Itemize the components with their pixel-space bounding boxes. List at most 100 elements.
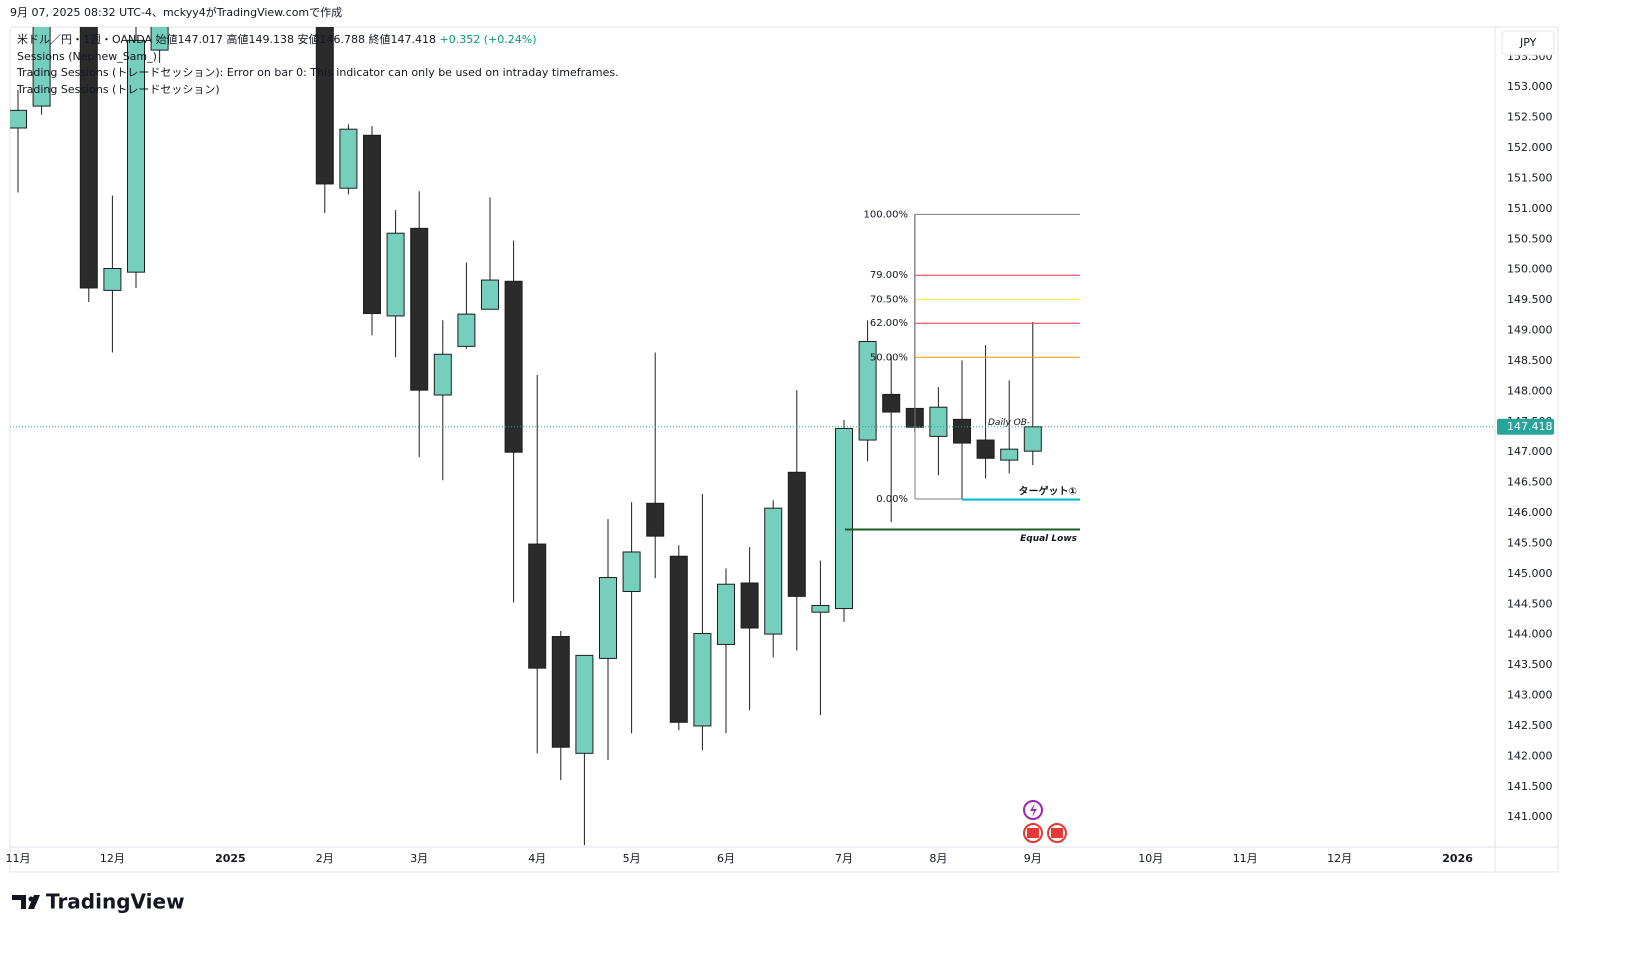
y-tick-label: 142.000	[1507, 749, 1553, 762]
y-tick-label: 141.000	[1507, 810, 1553, 823]
y-tick-label: 148.000	[1507, 384, 1553, 397]
y-tick-label: 149.500	[1507, 293, 1553, 306]
candle-body	[386, 232, 405, 317]
candle-body	[127, 39, 145, 273]
y-tick-label: 145.000	[1507, 567, 1553, 580]
legend: 米ドル／円・1週・OANDA 始値147.017 高値149.138 安値146…	[17, 32, 536, 46]
candle-body	[1000, 448, 1019, 461]
candle-body	[10, 109, 27, 129]
y-tick-label: 142.500	[1507, 719, 1553, 732]
y-tick-label: 147.000	[1507, 445, 1553, 458]
close-label: 終値	[369, 32, 391, 46]
change: +0.352 (+0.24%)	[440, 33, 537, 46]
event-icons	[1023, 800, 1067, 843]
y-tick-label: 153.000	[1507, 80, 1553, 93]
candle-body	[787, 471, 806, 597]
x-tick-label: 2026	[1442, 852, 1473, 865]
y-tick-label: 144.500	[1507, 597, 1553, 610]
indicator[interactable]: Sessions (Nephew_Sam_)	[17, 50, 157, 63]
candle-body	[929, 406, 948, 437]
y-tick-label: 148.500	[1507, 354, 1553, 367]
candle-body	[339, 128, 358, 189]
high-label: 高値	[227, 32, 249, 46]
candle-body	[764, 507, 783, 635]
fib-label: 62.00%	[870, 318, 908, 329]
candle-body	[740, 582, 759, 629]
candle-body	[551, 636, 570, 748]
y-tick-label: 144.000	[1507, 628, 1553, 641]
last-price-label: 147.418	[1507, 420, 1553, 433]
open: 147.017	[178, 33, 224, 46]
fib-label: 79.00%	[870, 270, 908, 281]
y-tick-label: 141.500	[1507, 780, 1553, 793]
high: 149.138	[249, 33, 295, 46]
y-tick-label: 145.500	[1507, 536, 1553, 549]
candle-body	[622, 551, 641, 593]
fib-label: 100.00%	[864, 209, 909, 220]
y-tick-label: 150.500	[1507, 232, 1553, 245]
candle-body	[315, 27, 334, 185]
x-tick-label: 6月	[717, 852, 735, 865]
last-price-tag	[1497, 418, 1554, 435]
x-tick-label: 11月	[1233, 852, 1258, 865]
y-tick-label: 151.000	[1507, 202, 1553, 215]
frame	[9, 26, 1559, 873]
candle-body	[599, 577, 617, 659]
y-tick-label: 152.000	[1507, 141, 1553, 154]
open-label: 始値	[156, 32, 178, 46]
candle-body	[646, 502, 665, 537]
y-tick-label: 143.500	[1507, 658, 1553, 671]
candle-body	[669, 555, 688, 723]
candle-body	[953, 418, 971, 444]
overlay: 141.000 141.500 142.000 142.500 143.000 143.5…	[6, 50, 1554, 865]
x-tick-label: 8月	[929, 852, 947, 865]
candle-body	[481, 279, 499, 310]
x-tick-label: 12月	[1327, 852, 1352, 865]
candle-body	[858, 340, 877, 441]
candle-body	[882, 393, 901, 413]
candle-body	[457, 313, 476, 347]
currency: JPY	[1519, 36, 1537, 49]
x-tick-label: 10月	[1138, 852, 1163, 865]
candle-body	[433, 353, 452, 396]
x-tick-label: 2025	[215, 852, 246, 865]
y-tick-label: 149.000	[1507, 324, 1553, 337]
candle-body	[103, 267, 122, 291]
annotation: Daily OB-	[988, 418, 1030, 428]
y-tick-label: 150.000	[1507, 263, 1553, 276]
y-tick-label: 151.500	[1507, 171, 1553, 184]
currency-button[interactable]	[1501, 30, 1555, 56]
candle-body	[528, 543, 547, 669]
candle-body	[79, 27, 98, 289]
x-tick-label: 12月	[100, 852, 125, 865]
indicator[interactable]: Trading Sessions (トレードセッション): Error on b…	[16, 66, 619, 79]
candle-body	[1023, 426, 1042, 452]
x-tick-label: 4月	[528, 852, 546, 865]
candle-body	[32, 27, 51, 107]
x-tick-label: 11月	[6, 852, 31, 865]
candle-body	[363, 134, 381, 315]
fib-label: 50.00%	[870, 352, 908, 363]
annotation: ターゲット①	[1019, 485, 1077, 498]
plot	[10, 27, 1042, 846]
y-tick-label: 152.500	[1507, 111, 1553, 124]
y-tick-label: 146.000	[1507, 506, 1553, 519]
candle-body	[811, 605, 830, 613]
low: 146.788	[320, 33, 366, 46]
y-tick-label: 143.000	[1507, 689, 1553, 702]
x-tick-label: 9月	[1024, 852, 1042, 865]
x-tick-label: 2月	[316, 852, 334, 865]
logo	[12, 895, 40, 909]
candle-body	[504, 280, 523, 453]
fib-label: 0.00%	[876, 494, 908, 505]
close: 147.418	[391, 33, 437, 46]
symbol: 米ドル／円・1週・OANDA	[17, 33, 152, 46]
candle-body	[693, 632, 712, 727]
y-tick-label: 146.500	[1507, 476, 1553, 489]
indicator[interactable]: Trading Sessions (トレードセッション)	[16, 83, 220, 96]
candle-body	[410, 227, 429, 391]
candle-body	[150, 27, 169, 51]
fib-label: 70.50%	[870, 295, 908, 306]
x-tick-label: 5月	[623, 852, 641, 865]
